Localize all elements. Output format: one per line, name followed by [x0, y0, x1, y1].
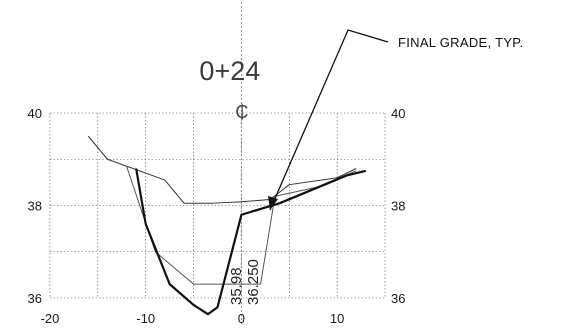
profile-line-1 — [87, 135, 357, 204]
profiles — [87, 135, 367, 316]
tick-labels: -20 -10 0 10 36 38 40 36 38 40 — [28, 106, 406, 326]
x-tick-label: -20 — [41, 311, 60, 326]
x-tick-label: 10 — [330, 311, 344, 326]
profile-line-2 — [107, 158, 357, 285]
elevation-label-1: 35.98 — [228, 267, 245, 305]
elevation-label-2: 36.250 — [245, 259, 262, 305]
station-label: 0+24 — [199, 56, 260, 86]
y-tick-label-left: 38 — [28, 199, 42, 214]
grid — [49, 112, 386, 299]
y-tick-label-left: 40 — [28, 106, 42, 121]
x-tick-label: 0 — [238, 311, 245, 326]
y-tick-label-left: 36 — [28, 291, 42, 306]
y-tick-label-right: 38 — [391, 199, 405, 214]
centerline-label: ₵ — [235, 102, 248, 122]
callout-leader — [268, 29, 389, 211]
final-grade-callout: FINAL GRADE, TYP. — [398, 35, 524, 50]
y-tick-label-right: 40 — [391, 106, 405, 121]
y-tick-label-right: 36 — [391, 291, 405, 306]
profile-line-3 — [135, 168, 367, 316]
x-tick-label: -10 — [136, 311, 155, 326]
